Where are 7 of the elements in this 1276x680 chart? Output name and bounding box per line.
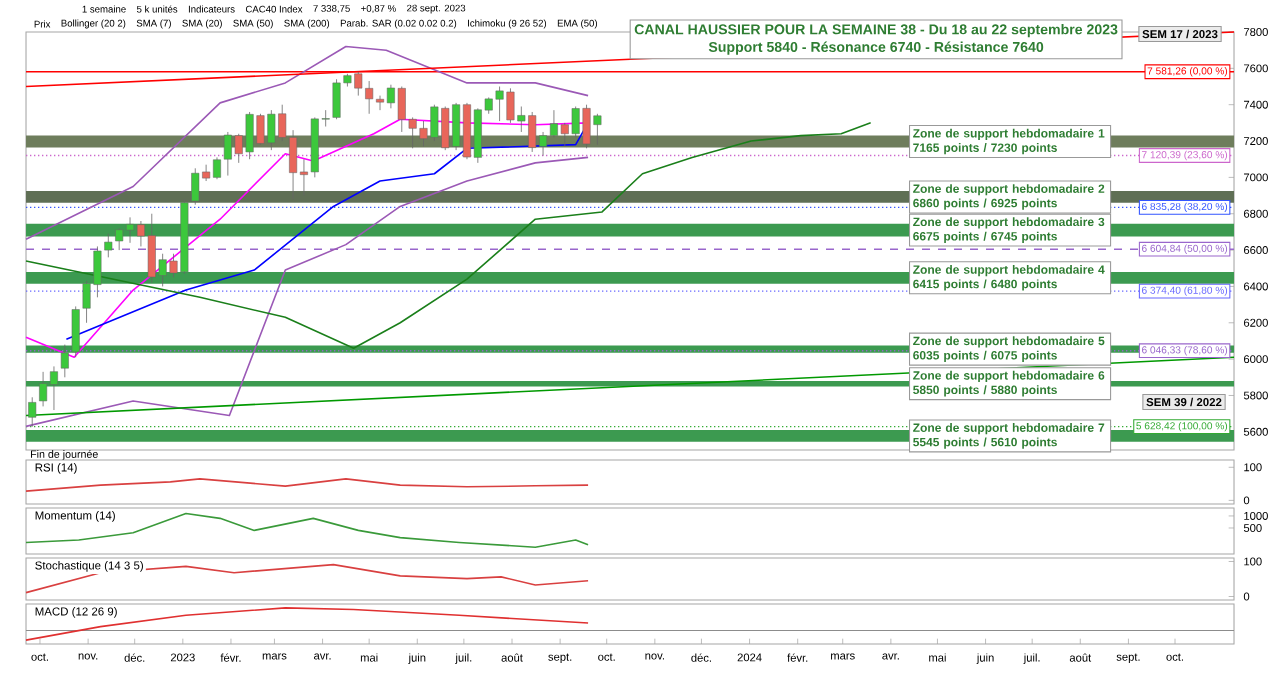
- line-series: [25, 45, 589, 240]
- candlestick: [28, 396, 37, 428]
- line-series: [25, 563, 589, 594]
- line-series: [25, 512, 589, 549]
- line-series: [25, 156, 589, 428]
- line-series: [25, 122, 872, 350]
- line-series: [25, 478, 589, 492]
